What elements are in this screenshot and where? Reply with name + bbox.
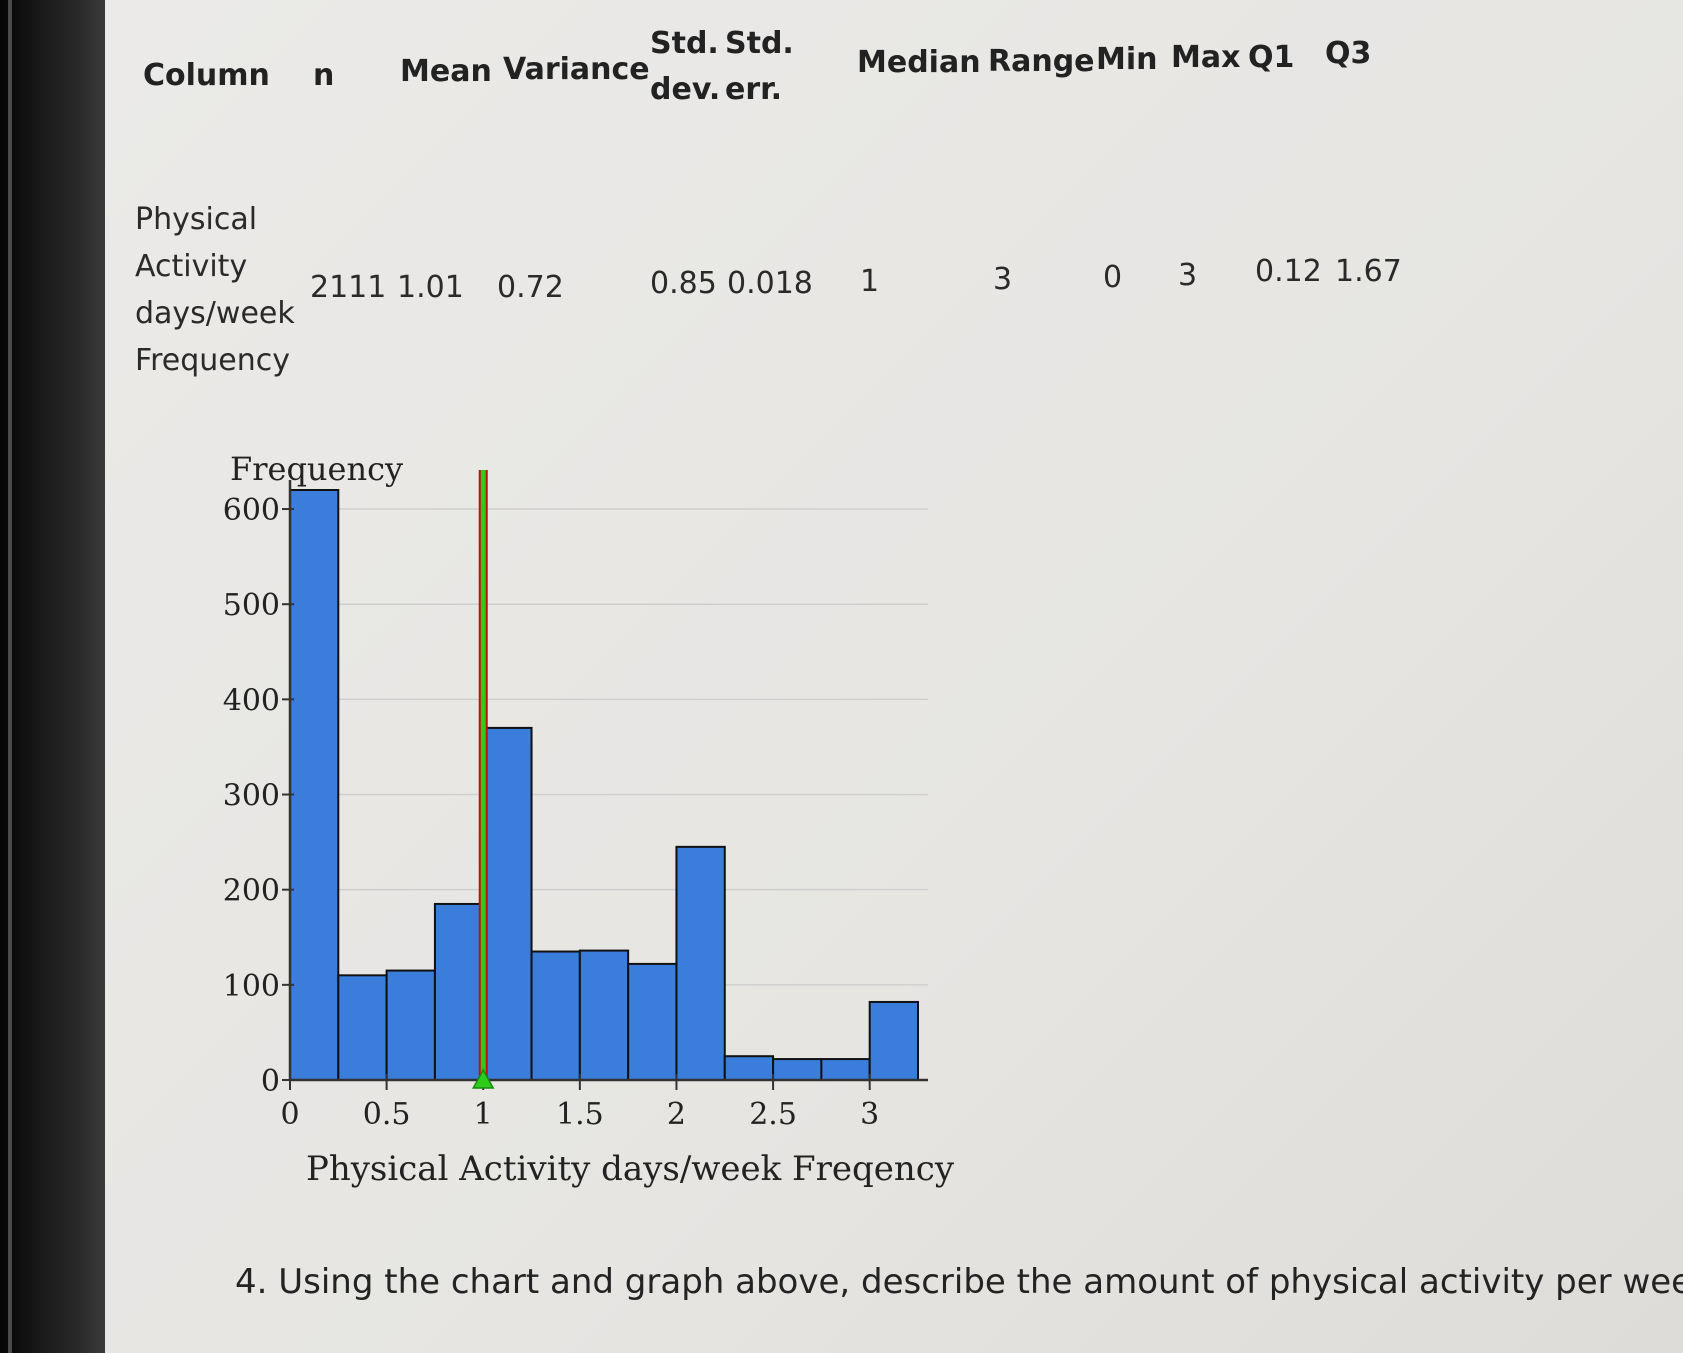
screen-area: Column n Mean Variance Std. dev. Std. er… bbox=[105, 0, 1683, 1353]
x-axis-title: Physical Activity days/week Freqency bbox=[306, 1149, 955, 1189]
x-tick-label: 0 bbox=[280, 1097, 299, 1132]
y-tick-label: 500 bbox=[223, 588, 280, 623]
mean-marker bbox=[471, 470, 495, 1089]
header-median: Median bbox=[857, 45, 981, 80]
y-tick-label: 400 bbox=[223, 683, 280, 718]
histogram-bar bbox=[675, 845, 726, 1081]
row-label-line: days/week bbox=[135, 296, 295, 331]
header-q1: Q1 bbox=[1248, 40, 1295, 75]
histogram-chart: Frequency 0 100 200 300 400 500 600 0 0.5 1 1.5 2 2… bbox=[223, 450, 955, 1189]
header-std-dev-line2: dev. bbox=[650, 72, 721, 107]
header-max: Max bbox=[1171, 40, 1241, 75]
screen-bezel-edge bbox=[8, 0, 12, 1353]
row-label-line: Activity bbox=[135, 249, 248, 284]
header-mean: Mean bbox=[400, 54, 492, 89]
cell-max: 3 bbox=[1178, 258, 1198, 293]
chart-axes bbox=[288, 480, 928, 1082]
row-label-line: Frequency bbox=[135, 343, 290, 378]
cell-q1: 0.12 bbox=[1255, 254, 1322, 289]
histogram-bar bbox=[868, 1000, 920, 1081]
header-std-dev-line1: Std. bbox=[650, 26, 719, 61]
cell-min: 0 bbox=[1103, 260, 1123, 295]
cell-mean: 1.01 bbox=[397, 270, 464, 305]
histogram-bar bbox=[772, 1058, 823, 1081]
x-tick-label: 1 bbox=[474, 1097, 493, 1132]
y-tick-label: 100 bbox=[223, 969, 280, 1004]
cell-range: 3 bbox=[993, 262, 1013, 297]
x-tick-label: 3 bbox=[860, 1097, 879, 1132]
y-axis-ticks: 0 100 200 300 400 500 600 bbox=[223, 493, 294, 1099]
x-tick-label: 2.5 bbox=[749, 1097, 797, 1132]
cell-median: 1 bbox=[860, 264, 880, 299]
histogram-bars bbox=[289, 489, 920, 1082]
histogram-bar bbox=[337, 974, 388, 1081]
cell-std-err: 0.018 bbox=[727, 266, 813, 301]
histogram-bar bbox=[627, 962, 678, 1081]
x-axis-ticks: 0 0.5 1 1.5 2 2.5 3 bbox=[280, 1074, 879, 1132]
cell-variance: 0.72 bbox=[497, 270, 564, 305]
x-tick-label: 2 bbox=[667, 1097, 686, 1132]
histogram-bar bbox=[820, 1058, 871, 1081]
x-tick-label: 1.5 bbox=[556, 1097, 604, 1132]
cell-n: 2111 bbox=[310, 270, 387, 305]
histogram-bar bbox=[433, 902, 485, 1081]
histogram-bar bbox=[385, 969, 436, 1081]
header-variance: Variance bbox=[503, 52, 650, 87]
cell-std-dev: 0.85 bbox=[650, 266, 717, 301]
histogram-bar bbox=[578, 949, 630, 1082]
cell-q3: 1.67 bbox=[1335, 254, 1402, 289]
header-std-err-line2: err. bbox=[725, 72, 783, 107]
header-q3: Q3 bbox=[1325, 36, 1372, 71]
histogram-bar bbox=[530, 950, 581, 1081]
header-range: Range bbox=[988, 44, 1095, 79]
header-n: n bbox=[313, 58, 335, 93]
question-text: 4. Using the chart and graph above, desc… bbox=[235, 1262, 1683, 1302]
y-tick-label: 300 bbox=[223, 779, 280, 814]
histogram-bar bbox=[723, 1055, 775, 1081]
histogram-bar bbox=[482, 726, 533, 1081]
header-min: Min bbox=[1096, 42, 1158, 77]
row-label: Physical Activity days/week Frequency bbox=[135, 196, 295, 384]
y-tick-label: 600 bbox=[223, 493, 280, 528]
histogram-bar bbox=[289, 489, 340, 1081]
y-axis-title: Frequency bbox=[230, 450, 403, 488]
x-tick-label: 0.5 bbox=[363, 1097, 411, 1132]
y-tick-label: 200 bbox=[223, 874, 280, 909]
screen-bezel bbox=[0, 0, 105, 1353]
mean-marker-triangle bbox=[471, 1068, 495, 1089]
gridlines bbox=[290, 508, 928, 986]
header-column: Column bbox=[143, 58, 270, 93]
y-tick-label: 0 bbox=[261, 1064, 280, 1099]
row-label-line: Physical bbox=[135, 202, 258, 237]
header-std-err-line1: Std. bbox=[725, 26, 794, 61]
